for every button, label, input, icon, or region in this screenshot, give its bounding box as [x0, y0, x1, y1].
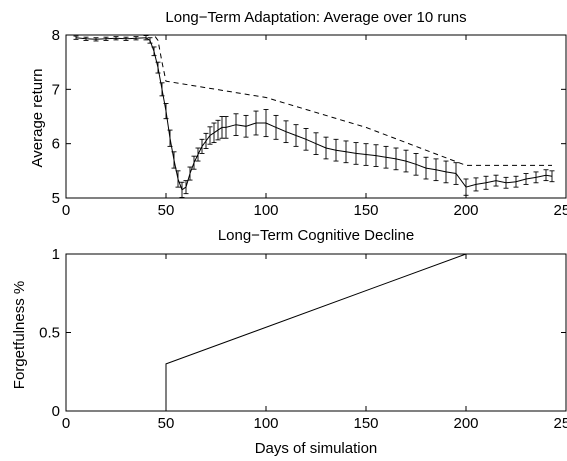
plot1-ytick-label: 5 — [52, 190, 60, 207]
plot2-ytick-label: 1 — [52, 246, 60, 263]
plot1-series-1-line — [66, 34, 552, 166]
plot2-ylabel: Forgetfulness % — [11, 281, 28, 389]
plot2-ticks: 0 50 100 150 200 250 0 0.5 1 — [39, 246, 567, 432]
plot1-xtick-label: 250 — [553, 202, 567, 219]
plot1-series-0-line — [75, 37, 553, 191]
decline-plot: Long−Term Cognitive Decline Forgetfulnes… — [11, 227, 567, 457]
plot1-ytick-label: 6 — [52, 136, 60, 153]
plot2-axes-box — [65, 253, 567, 412]
plot2-ytick-label: 0 — [52, 403, 60, 420]
plot2-xtick-label: 50 — [158, 415, 175, 432]
plot2-xtick-label: 150 — [353, 415, 378, 432]
plot1-ylabel: Average return — [29, 69, 46, 168]
plot1-ticks: 0 50 100 150 200 250 5 6 7 8 — [52, 27, 567, 219]
plot2-xtick-label: 100 — [253, 415, 278, 432]
plot1-xtick-label: 150 — [353, 202, 378, 219]
plot2-series-0-line — [66, 253, 467, 412]
plot1-xtick-label: 200 — [453, 202, 478, 219]
plot2-xtick-label: 200 — [453, 415, 478, 432]
plot2-xlabel: Days of simulation — [255, 440, 378, 457]
plot1-xtick-label: 0 — [62, 202, 70, 219]
plot1-series — [66, 34, 555, 198]
plot2-xtick-label: 250 — [553, 415, 567, 432]
plot1-xtick-label: 50 — [158, 202, 175, 219]
plot1-title: Long−Term Adaptation: Average over 10 ru… — [165, 9, 466, 26]
plot2-series — [66, 253, 467, 412]
plot2-title: Long−Term Cognitive Decline — [218, 227, 414, 244]
plot2-ytick-label: 0.5 — [39, 325, 60, 342]
plot1-xtick-label: 100 — [253, 202, 278, 219]
plot1-axes-box — [65, 34, 567, 199]
adaptation-plot: Long−Term Adaptation: Average over 10 ru… — [29, 9, 567, 219]
plot1-ytick-label: 8 — [52, 27, 60, 44]
plot1-ytick-label: 7 — [52, 81, 60, 98]
plot2-xtick-label: 0 — [62, 415, 70, 432]
